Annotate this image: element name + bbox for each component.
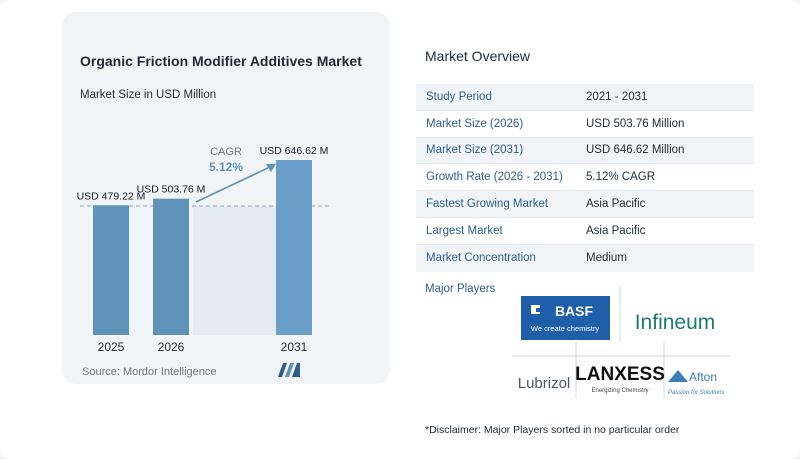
lubrizol-logo: Lubrizol — [518, 375, 571, 392]
disclaimer: *Disclaimer: Major Players sorted in no … — [425, 424, 680, 436]
source-note: Source: Mordor Intelligence — [82, 366, 217, 378]
basf-logo: BASF We create chemistry — [521, 296, 610, 340]
overview-value: Medium — [586, 252, 627, 265]
overview-label: Market Concentration — [426, 252, 536, 265]
bar-value-label: USD 503.76 M — [137, 184, 206, 196]
overview-value: Asia Pacific — [586, 224, 646, 237]
lanxess-name: LANXESS — [575, 364, 665, 385]
overview-value: 2021 - 2031 — [586, 90, 648, 103]
overview-value: Asia Pacific — [586, 198, 646, 211]
overview-row: Market Size (2026) USD 503.76 Million — [416, 111, 754, 138]
infineum-logo: Infineum — [635, 311, 716, 334]
x-tick-label: 2026 — [158, 340, 185, 354]
overview-value: USD 503.76 Million — [586, 117, 685, 130]
afton-mark-icon — [668, 370, 688, 382]
afton-logo: Afton Passion for Solutions — [668, 370, 724, 396]
overview-row: Growth Rate (2026 - 2031) 5.12% CAGR — [416, 164, 754, 192]
overview-label: Study Period — [426, 90, 492, 103]
afton-name: Afton — [689, 370, 717, 384]
overview-value: USD 646.62 Million — [586, 144, 685, 157]
afton-tagline: Passion for Solutions — [668, 390, 724, 396]
mordor-logo-icon — [278, 363, 300, 377]
cagr-label: CAGR — [210, 146, 242, 158]
overview-row: Largest Market Asia Pacific — [416, 218, 754, 245]
overview-table: Study Period 2021 - 2031 Market Size (202… — [416, 84, 754, 272]
overview-label: Fastest Growing Market — [426, 198, 549, 211]
chart-title: Organic Friction Modifier Additives Mark… — [80, 53, 362, 69]
bar-2026 — [153, 198, 189, 335]
projection-shade — [193, 206, 279, 335]
overview-row: Market Concentration Medium — [416, 244, 754, 272]
lanxess-tagline: Energizing Chemistry — [591, 388, 648, 394]
cagr-value: 5.12% — [209, 160, 243, 174]
overview-row: Fastest Growing Market Asia Pacific — [416, 191, 754, 218]
infineum-name: Infineum — [635, 311, 716, 334]
overview-label: Market Size (2026) — [426, 117, 524, 130]
cagr-arrowhead — [266, 164, 276, 172]
basf-tagline: We create chemistry — [531, 324, 599, 333]
overview-row: Market Size (2031) USD 646.62 Million — [416, 137, 754, 165]
chart-subtitle: Market Size in USD Million — [80, 89, 217, 101]
overview-label: Growth Rate (2026 - 2031) — [426, 171, 563, 184]
overview-title: Market Overview — [425, 48, 531, 64]
overview-label: Largest Market — [426, 224, 503, 237]
lanxess-logo: LANXESS Energizing Chemistry — [575, 364, 665, 394]
x-tick-label: 2025 — [98, 340, 125, 354]
lubrizol-name: Lubrizol — [518, 375, 571, 392]
bar-value-label: USD 646.62 M — [260, 145, 329, 157]
bar-2025 — [93, 205, 129, 335]
overview-label: Market Size (2031) — [426, 144, 524, 157]
basf-name: BASF — [555, 303, 594, 319]
cagr-arrow — [195, 165, 273, 203]
overview-row: Study Period 2021 - 2031 — [416, 84, 754, 111]
overview-value: 5.12% CAGR — [586, 171, 656, 184]
major-players-label: Major Players — [425, 283, 496, 295]
x-tick-label: 2031 — [281, 340, 308, 354]
bar-2031 — [276, 160, 312, 335]
bar-value-label: USD 479.22 M — [77, 190, 146, 202]
